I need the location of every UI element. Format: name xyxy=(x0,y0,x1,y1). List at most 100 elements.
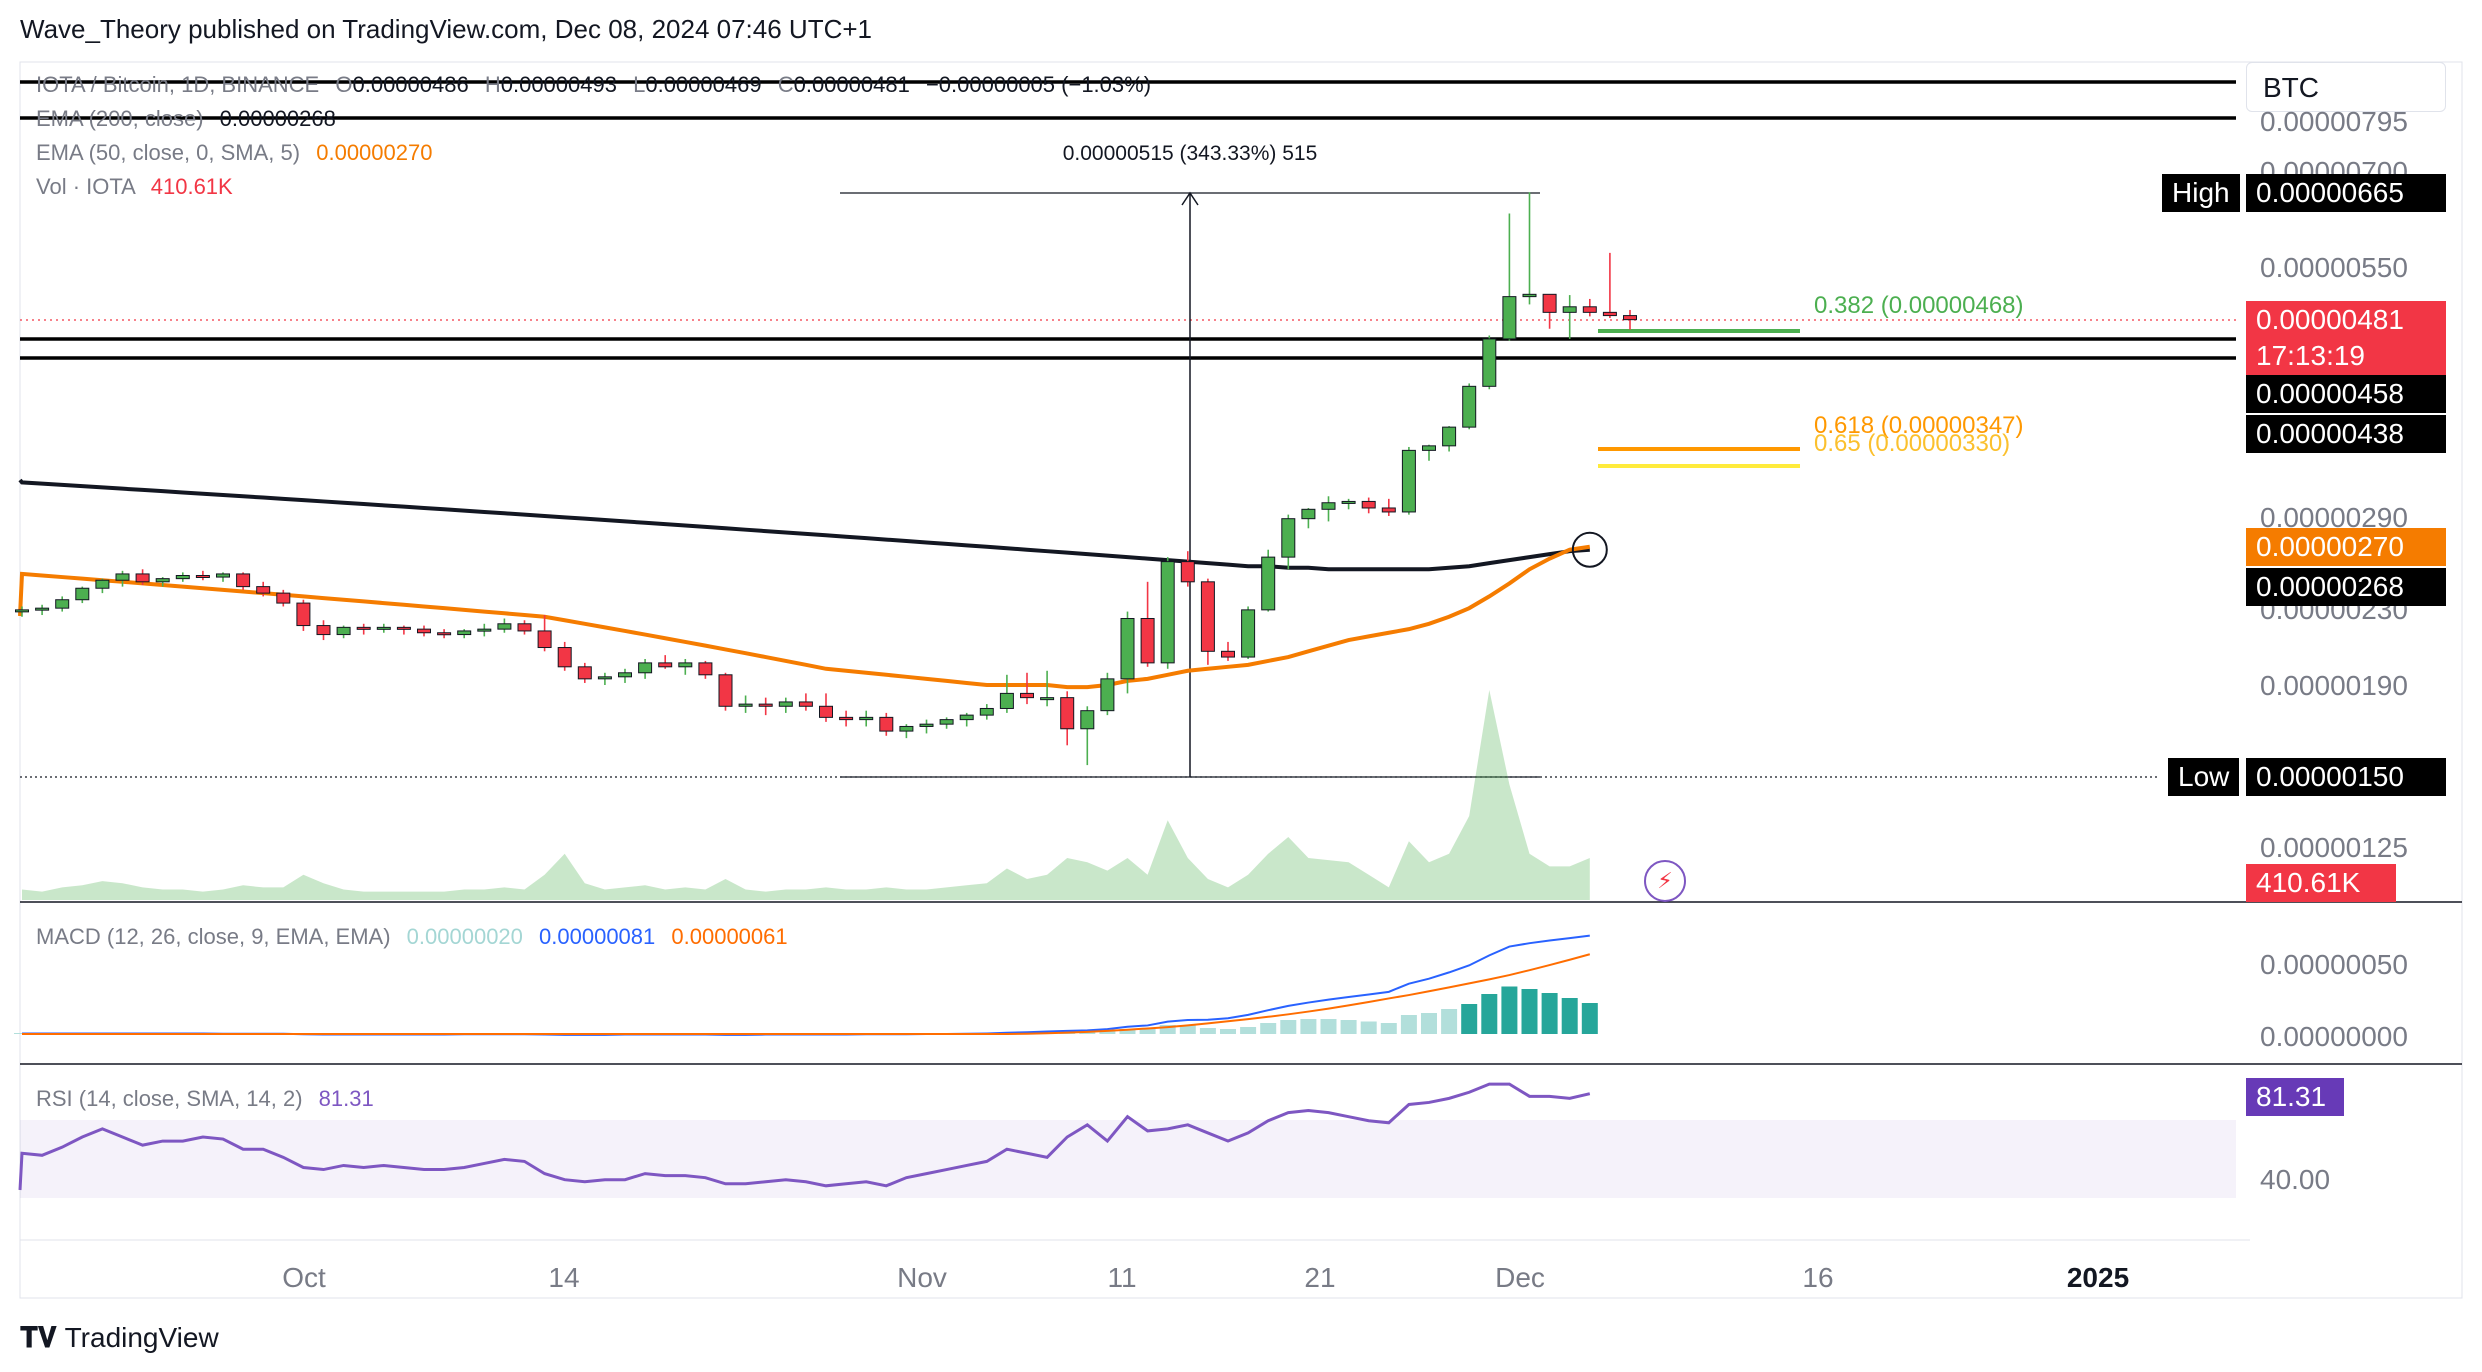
chart-frame xyxy=(19,61,2463,1299)
candle-body xyxy=(819,705,833,718)
ema-cross-marker xyxy=(1571,531,1608,568)
ohlc-o-label: O xyxy=(335,72,353,97)
tradingview-footer[interactable]: 𝐓𝐕 TradingView xyxy=(20,1322,219,1355)
candle-body xyxy=(1422,445,1436,451)
candle-body xyxy=(1120,618,1135,680)
ema50-tag: 0.00000270 xyxy=(2246,528,2446,566)
low-tag: Low xyxy=(2168,758,2240,796)
macd-histogram-bar xyxy=(1521,989,1538,1034)
line-level-tag: 0.00000438 xyxy=(2246,415,2446,453)
candle-body xyxy=(618,672,632,678)
candle-body xyxy=(1462,385,1477,428)
candle-body xyxy=(95,579,110,589)
candle-body xyxy=(1582,306,1597,313)
ohlc-c-label: C xyxy=(777,72,794,97)
candle-body xyxy=(638,662,653,674)
ohlc-h: 0.00000493 xyxy=(500,72,617,97)
time-tick: 14 xyxy=(548,1262,580,1293)
macd-histogram-bar xyxy=(1139,1029,1156,1034)
candle-body xyxy=(1060,697,1075,730)
macd-histogram-bar xyxy=(1360,1021,1377,1034)
candle-body xyxy=(356,626,371,630)
macd-histogram-bar xyxy=(1501,986,1518,1034)
candle-body xyxy=(658,662,673,668)
low-value-tag: 0.00000150 xyxy=(2246,758,2446,796)
candle-body xyxy=(939,719,954,725)
candle-body xyxy=(597,676,612,680)
symbol-legend: IOTA / Bitcoin, 1D, BINANCE O0.00000486 … xyxy=(36,72,1151,98)
candle-body xyxy=(1522,293,1537,298)
candle-body xyxy=(1140,618,1155,664)
candle-body xyxy=(55,599,70,609)
candle-body xyxy=(417,628,431,634)
signal-line xyxy=(22,953,1591,1036)
candle-body xyxy=(1020,692,1034,699)
macd-histogram-bar xyxy=(1240,1027,1257,1034)
candle-body xyxy=(195,574,210,578)
macd-histogram-bar xyxy=(1179,1025,1196,1034)
candle-body xyxy=(1542,293,1557,313)
time-tick: Oct xyxy=(282,1262,326,1293)
candle-body xyxy=(115,573,130,581)
candle-body xyxy=(718,674,733,707)
macd-histogram-bar xyxy=(1159,1025,1176,1034)
tradingview-brand: TradingView xyxy=(64,1322,219,1353)
candle-body xyxy=(798,701,813,707)
ohlc-change: −0.00000005 (−1.03%) xyxy=(925,72,1152,97)
candle-body xyxy=(1381,507,1396,513)
currency-button[interactable]: BTC xyxy=(2246,62,2446,112)
ema200-line xyxy=(18,478,1590,572)
candle-body xyxy=(698,662,713,676)
candle-body xyxy=(959,714,974,721)
candle-body xyxy=(477,628,492,632)
candle-body xyxy=(216,573,230,578)
macd-line xyxy=(22,934,1590,1036)
macd-histogram-bar xyxy=(1300,1019,1317,1034)
volume-area xyxy=(22,690,1590,900)
ohlc-h-label: H xyxy=(484,72,501,97)
macd-label: MACD (12, 26, close, 9, EMA, EMA) xyxy=(36,924,391,949)
time-tick: Dec xyxy=(1495,1262,1545,1293)
candle-body xyxy=(1361,500,1376,509)
macd-histogram-bar xyxy=(1481,994,1498,1034)
macd-histogram-bar xyxy=(1099,1031,1116,1034)
macd-histogram-bar xyxy=(1380,1023,1397,1034)
macd-histogram-bar xyxy=(1441,1009,1458,1034)
candle-body xyxy=(999,692,1014,709)
macd-histogram-bar xyxy=(1119,1029,1136,1034)
candle-body xyxy=(1221,650,1235,658)
candle-body xyxy=(336,626,351,636)
candle-body xyxy=(1261,556,1276,611)
candle-body xyxy=(839,716,854,721)
candle-body xyxy=(979,707,994,716)
candle-body xyxy=(155,578,170,583)
volume-value: 410.61K xyxy=(150,174,233,199)
ohlc-l-label: L xyxy=(633,72,646,97)
candle-body xyxy=(1502,296,1517,340)
candle-body xyxy=(437,632,452,636)
candle-body xyxy=(15,609,29,613)
countdown-tag: 17:13:19 xyxy=(2246,337,2446,375)
candle-body xyxy=(1180,561,1195,583)
rsi-line xyxy=(18,1082,1591,1191)
time-tick: Nov xyxy=(897,1262,947,1293)
candle-body xyxy=(1482,338,1497,387)
measure-label: 0.00000515 (343.33%) 515 xyxy=(1062,142,1318,165)
ema50-value: 0.00000270 xyxy=(316,140,433,165)
ema200-tag: 0.00000268 xyxy=(2246,568,2446,606)
macd-histogram-bar xyxy=(1541,993,1558,1034)
line-level-tag: 0.00000458 xyxy=(2246,375,2446,413)
macd-histogram-bar xyxy=(1581,1003,1598,1034)
candle-body xyxy=(899,725,914,732)
ema50-label: EMA (50, close, 0, SMA, 5) xyxy=(36,140,301,165)
candle-body xyxy=(1241,609,1256,658)
candle-body xyxy=(1200,581,1215,652)
candle-body xyxy=(396,626,411,630)
macd-histogram-bar xyxy=(1320,1019,1337,1034)
candle-body xyxy=(175,574,190,580)
macd-histogram-bar xyxy=(1461,1004,1478,1034)
lightning-icon[interactable]: ⚡ xyxy=(1644,860,1686,902)
fib-65-label: 0.65 (0.00000330) xyxy=(1814,430,2011,457)
